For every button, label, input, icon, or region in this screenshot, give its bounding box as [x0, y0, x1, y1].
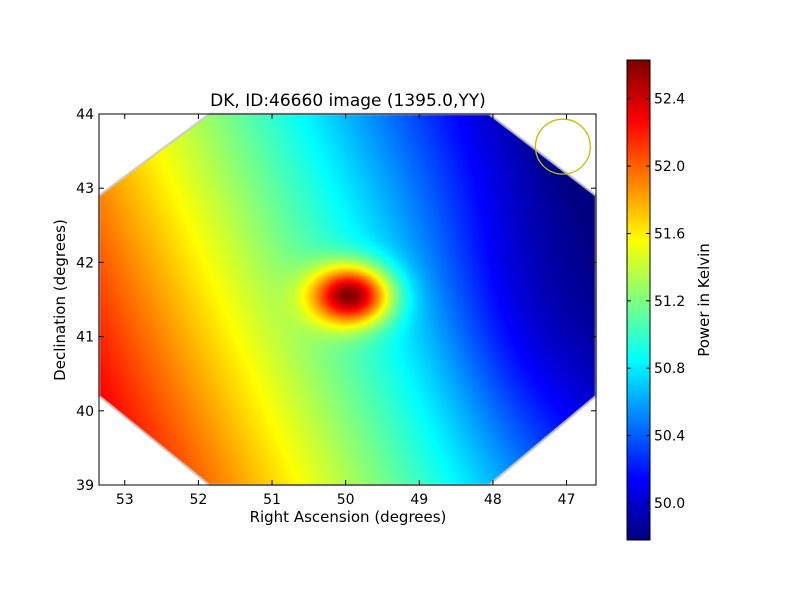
colorbar-frame [626, 59, 651, 541]
chart-title: DK, ID:46660 image (1395.0,YY) [210, 91, 486, 111]
colorbar-tick-label: 51.6 [654, 226, 685, 242]
y-axis: 39 40 41 42 43 44 [76, 107, 596, 494]
colorbar: 50.0 50.4 50.8 51.2 51.6 52.0 52.4 [626, 59, 685, 541]
x-axis-label: Right Ascension (degrees) [250, 508, 447, 526]
colorbar-tick-label: 52.4 [654, 92, 685, 108]
colorbar-tick-label: 50.4 [654, 429, 685, 445]
x-tick-label: 48 [484, 492, 502, 508]
plot-area: 53 52 51 50 49 48 47 39 40 41 42 43 44 [76, 107, 598, 508]
y-tick-label: 39 [76, 478, 94, 494]
colorbar-tick-label: 52.0 [654, 159, 685, 175]
beam-marker [534, 118, 591, 175]
y-tick-label: 44 [76, 107, 94, 123]
x-tick-label: 47 [558, 492, 576, 508]
y-tick-label: 40 [76, 404, 94, 420]
colorbar-label: Power in Kelvin [695, 243, 713, 357]
y-tick-label: 43 [76, 181, 94, 197]
heatmap-image [99, 114, 596, 485]
y-tick-label: 42 [76, 255, 94, 271]
colorbar-tick-label: 50.8 [654, 361, 685, 377]
y-axis-label: Declination (degrees) [51, 219, 69, 381]
y-tick-label: 41 [76, 330, 94, 346]
plot-frame [98, 113, 597, 486]
x-tick-label: 49 [410, 492, 428, 508]
colorbar-gradient [627, 60, 650, 540]
colorbar-tick-label: 51.2 [654, 294, 685, 310]
x-tick-label: 50 [337, 492, 355, 508]
x-tick-label: 52 [189, 492, 207, 508]
x-tick-label: 51 [263, 492, 281, 508]
colorbar-tick-label: 50.0 [654, 496, 685, 512]
x-axis: 53 52 51 50 49 48 47 [116, 114, 576, 508]
x-tick-label: 53 [116, 492, 134, 508]
colorbar-ticks: 50.0 50.4 50.8 51.2 51.6 52.0 52.4 [627, 92, 685, 512]
